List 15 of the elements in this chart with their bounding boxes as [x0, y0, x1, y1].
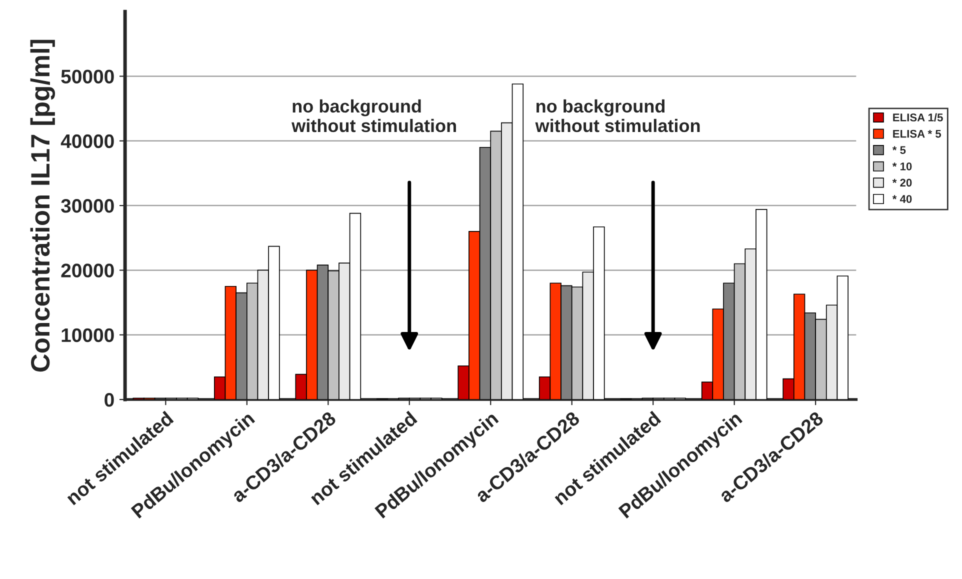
y-tick-label: 10000: [62, 328, 114, 342]
legend-label: * 5: [892, 146, 906, 154]
legend-label: ELISA 1/5: [893, 113, 943, 122]
y-tick-label: 40000: [60, 134, 114, 148]
legend-label: * 40: [892, 195, 912, 203]
y-tick-label: 20000: [61, 264, 114, 278]
y-tick-label: 0: [104, 392, 114, 407]
annotation: no background without stimulation: [292, 99, 456, 132]
legend-label: * 10: [892, 162, 912, 170]
y-tick-label: 50000: [61, 70, 114, 84]
legend-label: * 20: [892, 178, 912, 187]
legend-label: ELISA * 5: [893, 130, 942, 138]
y-axis-title: Concentration IL17 [pg/ml]: [30, 40, 56, 372]
annotation: no background without stimulation: [535, 99, 700, 132]
y-tick-label: 30000: [61, 199, 114, 213]
